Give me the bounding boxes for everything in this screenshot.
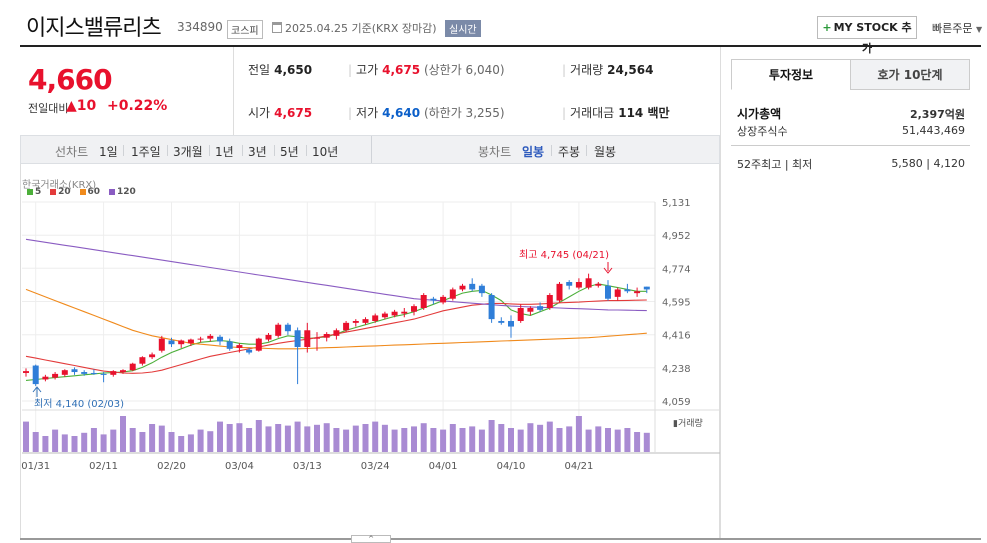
legend-ma5: 5 [27, 187, 41, 197]
change-value: ▲10 [66, 98, 96, 114]
current-price: 4,660 [28, 63, 113, 96]
period-10y[interactable]: 10년 [312, 145, 339, 159]
market-cap-label: 시가총액 [737, 107, 782, 121]
candle-weekly[interactable]: 주봉 [558, 145, 581, 159]
lower-limit: (하한가 3,255) [423, 106, 505, 120]
quick-order-label: 빠른주문 [932, 22, 973, 35]
period-5y[interactable]: 5년 [280, 145, 299, 159]
plus-icon: + [822, 21, 832, 34]
upper-limit: (상한가 6,040) [423, 63, 505, 77]
stock-code: 334890 [177, 20, 223, 34]
stat-amount-value: 114 백만 [618, 106, 670, 120]
up-arrow-icon: ▲ [66, 98, 77, 114]
candle-daily[interactable]: 일봉 [522, 145, 545, 159]
stat-amount: | 거래대금 114 백만 [562, 106, 670, 120]
stat-open-label: 시가 [248, 106, 271, 120]
stat-volume-value: 24,564 [607, 63, 654, 77]
stat-open: 시가 4,675 [248, 104, 312, 121]
period-3y[interactable]: 3년 [248, 145, 267, 159]
shares-value: 51,443,469 [902, 124, 965, 137]
stock-name: 이지스밸류리츠 [26, 16, 162, 41]
price-date: 2025.04.25 기준(KRX 장마감) [285, 22, 437, 35]
bottom-divider [20, 538, 981, 540]
period-1d[interactable]: 1일 [99, 145, 118, 159]
legend-ma20: 20 [50, 187, 71, 197]
ma-legend: 5 20 60 120 [27, 187, 142, 197]
exchange-label: 한국거래소(KRX) [22, 180, 97, 191]
right-panel-divider [731, 145, 970, 146]
change-label: 전일대비 [28, 102, 69, 115]
stat-prev: 전일 4,650 [248, 61, 312, 78]
panel-divider [720, 47, 721, 540]
collapse-button[interactable]: ^ [351, 535, 391, 543]
stat-volume-label: 거래량 [570, 63, 604, 77]
period-3m[interactable]: 3개월 [173, 145, 203, 159]
legend-ma120: 120 [108, 187, 136, 197]
stat-high-label: 고가 [356, 63, 379, 77]
market-badge: 코스피 [227, 20, 263, 39]
candle-monthly[interactable]: 월봉 [594, 145, 617, 159]
market-cap-value: 2,397억원 [909, 108, 965, 121]
quick-order-button[interactable]: 빠른주문 ▼ [932, 20, 982, 36]
stat-volume: | 거래량 24,564 [562, 63, 654, 77]
stock-header: 이지스밸류리츠 334890 코스피 2025.04.25 기준(KRX 장마감… [0, 0, 987, 55]
price-divider [233, 47, 234, 135]
line-chart-label: 선차트 [55, 145, 89, 159]
period-1w[interactable]: 1주일 [131, 145, 161, 159]
chevron-up-icon: ^ [368, 535, 374, 543]
week52-label: 52주최고 | 최저 [737, 158, 813, 171]
realtime-button[interactable]: 실시간 [445, 20, 481, 37]
change-amount: 10 [76, 98, 97, 114]
header-divider [20, 45, 981, 47]
change-percent: +0.22% [107, 98, 168, 114]
tab-hoga-10[interactable]: 호가 10단계 [850, 59, 970, 90]
stat-low-value: 4,640 [382, 106, 421, 120]
stat-high: | 고가 4,675 (상한가 6,040) [348, 63, 505, 77]
stat-prev-value: 4,650 [274, 63, 313, 77]
shares-label: 상장주식수 [737, 125, 788, 138]
candle-chart-label: 봉차트 [478, 145, 512, 159]
stat-high-value: 4,675 [382, 63, 421, 77]
tab-investment-info[interactable]: 투자정보 [731, 59, 851, 90]
stat-low-label: 저가 [356, 106, 379, 120]
mystock-label: MY STOCK 추가 [833, 21, 912, 55]
chart-toolbar: 선차트 1일 1주일 3개월 1년 3년 5년 10년 봉차트 일봉 주봉 월봉 [20, 135, 720, 164]
period-1y[interactable]: 1년 [215, 145, 234, 159]
legend-ma60: 60 [79, 187, 100, 197]
stat-open-value: 4,675 [274, 106, 313, 120]
calendar-icon [272, 22, 282, 33]
stat-prev-label: 전일 [248, 63, 271, 77]
stat-amount-label: 거래대금 [570, 106, 615, 120]
mystock-add-button[interactable]: + MY STOCK 추가 [817, 16, 917, 55]
week52-value: 5,580 | 4,120 [891, 157, 965, 170]
right-panel-tabs: 투자정보 호가 10단계 [731, 59, 970, 90]
stat-low: | 저가 4,640 (하한가 3,255) [348, 106, 505, 120]
chart-frame [20, 164, 720, 540]
chevron-down-icon: ▼ [975, 25, 983, 34]
